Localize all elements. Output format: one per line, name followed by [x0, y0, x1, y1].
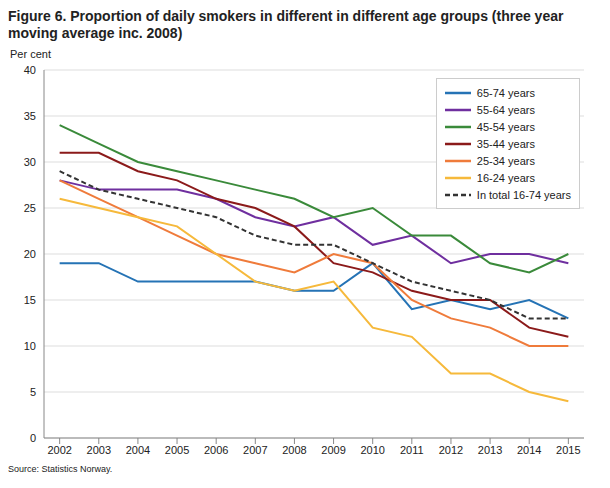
svg-text:10: 10 — [24, 340, 36, 352]
html-text:35-44 years: 35-44 years — [476, 137, 535, 150]
svg-text:2011: 2011 — [400, 444, 424, 456]
html-text:25-34 years: 25-34 years — [476, 154, 535, 167]
svg-text:20: 20 — [24, 248, 36, 260]
svg-text:30: 30 — [24, 156, 36, 168]
svg-text:2008: 2008 — [282, 444, 306, 456]
svg-text:2006: 2006 — [204, 444, 228, 456]
html-text:55-64 years: 55-64 years — [476, 103, 535, 116]
svg-text:2002: 2002 — [47, 444, 71, 456]
html-text:45-54 years: 45-54 years — [476, 120, 535, 133]
svg-text:2004: 2004 — [126, 444, 150, 456]
html-text:Source: Statistics Norway.: Source: Statistics Norway. — [8, 464, 113, 474]
html-text:In total 16-74 years: In total 16-74 years — [476, 188, 571, 201]
html-text:16-24 years: 16-24 years — [476, 171, 535, 184]
svg-text:2009: 2009 — [321, 444, 345, 456]
html-text:Figure 6. Proportion of daily: Figure 6. Proportion of daily smokers in… — [8, 8, 564, 41]
svg-text:35: 35 — [24, 110, 36, 122]
svg-text:2005: 2005 — [165, 444, 189, 456]
svg-text:25: 25 — [24, 202, 36, 214]
svg-text:2015: 2015 — [556, 444, 580, 456]
svg-text:2010: 2010 — [360, 444, 384, 456]
svg-text:2013: 2013 — [478, 444, 502, 456]
svg-text:2012: 2012 — [439, 444, 463, 456]
svg-text:2003: 2003 — [87, 444, 111, 456]
svg-text:0: 0 — [30, 432, 36, 444]
svg-text:2007: 2007 — [243, 444, 267, 456]
html-text:Per cent: Per cent — [10, 48, 51, 60]
html-text:65-74 years: 65-74 years — [476, 86, 535, 99]
svg-text:5: 5 — [30, 386, 36, 398]
svg-text:2014: 2014 — [517, 444, 541, 456]
svg-text:40: 40 — [24, 64, 36, 76]
svg-text:15: 15 — [24, 294, 36, 306]
